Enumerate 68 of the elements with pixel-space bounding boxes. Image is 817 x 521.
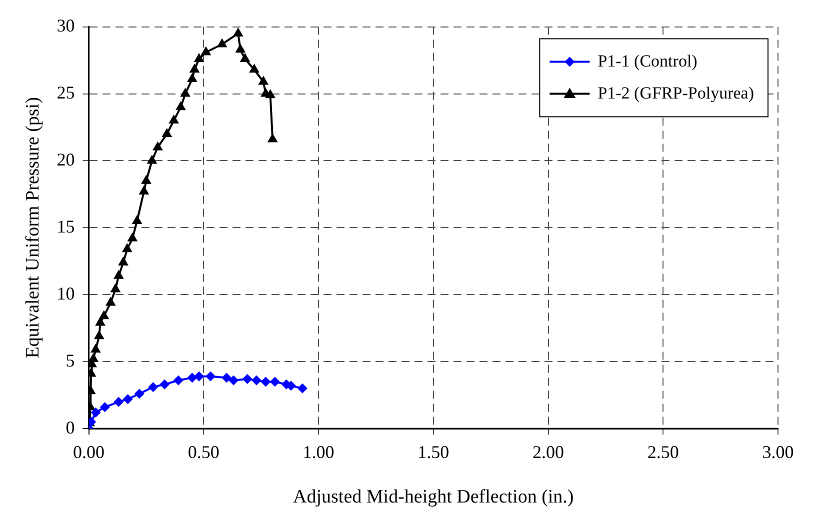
x-tick-label: 1.50 <box>418 442 450 462</box>
point <box>138 186 150 195</box>
y-tick-label: 25 <box>56 82 75 102</box>
point <box>95 316 106 326</box>
point <box>194 52 204 62</box>
point <box>160 379 170 390</box>
point <box>90 344 101 353</box>
point <box>216 38 228 48</box>
point <box>122 243 132 252</box>
point <box>141 174 152 184</box>
point <box>265 89 276 98</box>
x-tick-label: 0.00 <box>73 442 105 462</box>
point <box>297 383 308 394</box>
point <box>98 310 110 320</box>
x-tick-label: 1.00 <box>302 442 334 462</box>
point <box>240 52 250 62</box>
point <box>122 394 133 404</box>
x-tick-label: 3.00 <box>762 442 794 462</box>
point <box>186 73 198 82</box>
point <box>162 128 172 137</box>
point <box>100 402 110 412</box>
point <box>228 375 239 386</box>
point <box>118 256 128 266</box>
point <box>113 270 124 279</box>
x-tick-label: 2.00 <box>532 442 564 462</box>
point <box>114 396 124 407</box>
x-tick-label: 2.50 <box>647 442 679 462</box>
point <box>105 296 116 306</box>
point <box>222 372 232 383</box>
point <box>94 330 104 340</box>
point <box>260 376 271 387</box>
point <box>189 64 200 73</box>
point <box>90 408 101 418</box>
point <box>249 64 260 73</box>
point <box>232 27 244 36</box>
point <box>258 76 269 85</box>
point <box>132 215 142 224</box>
point <box>173 375 184 386</box>
point <box>187 372 198 383</box>
y-tick-label: 5 <box>66 350 75 370</box>
y-tick-label: 0 <box>66 417 75 438</box>
point <box>152 141 163 150</box>
y-axis-title: Equivalent Uniform Pressure (psi) <box>22 97 44 358</box>
legend-label: P1-2 (GFRP-Polyurea) <box>598 83 754 102</box>
point <box>270 376 280 387</box>
point <box>134 388 144 399</box>
point <box>200 46 212 56</box>
point <box>194 371 204 382</box>
point <box>127 232 138 242</box>
point <box>168 114 179 124</box>
point <box>110 283 121 292</box>
y-tick-label: 10 <box>56 283 75 304</box>
point <box>267 133 278 142</box>
point <box>235 44 246 53</box>
point <box>180 88 190 97</box>
legend-label: P1-1 (Control) <box>598 51 698 70</box>
point <box>252 375 262 386</box>
point <box>242 374 252 384</box>
y-tick-label: 20 <box>56 149 75 170</box>
point <box>146 154 158 164</box>
x-axis-title: Adjusted Mid-height Deflection (in.) <box>293 486 574 508</box>
x-tick-label: 0.50 <box>188 442 220 462</box>
point <box>206 371 216 382</box>
point <box>175 101 186 110</box>
y-tick-label: 30 <box>56 16 75 36</box>
y-tick-label: 15 <box>56 216 75 236</box>
point <box>148 382 158 392</box>
point <box>88 352 99 362</box>
